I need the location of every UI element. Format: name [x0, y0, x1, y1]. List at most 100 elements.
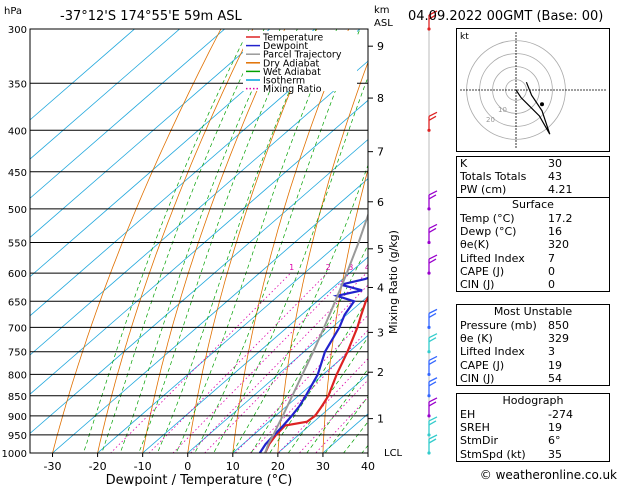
- row-value: 7: [548, 251, 555, 265]
- dry-adiabat-line: [322, 167, 368, 453]
- km-tick-label: 8: [377, 92, 384, 105]
- wind-barb-dot: [427, 414, 431, 418]
- row-value: 16: [548, 225, 562, 239]
- mixing-ratio-label: 10: [419, 263, 429, 272]
- legend-label: Parcel Trajectory: [263, 50, 342, 61]
- wind-barb-flag: [428, 258, 437, 264]
- wind-barb-flag: [428, 223, 438, 230]
- wind-barb-flag: [428, 227, 437, 234]
- row-value: 19: [548, 421, 562, 435]
- isotherm-line: [30, 138, 368, 434]
- isotherm-line: [30, 29, 226, 199]
- wind-barb-dot: [427, 240, 431, 245]
- pressure-tick-label: 300: [8, 25, 27, 36]
- km-label: km: [374, 5, 390, 16]
- wind-barb-flag: [428, 14, 437, 20]
- wind-barb-flag: [428, 333, 438, 339]
- asl-label: ASL: [374, 18, 393, 29]
- wet-adiabat-line: [269, 297, 368, 453]
- pressure-tick-label: 400: [8, 126, 27, 137]
- mixing-ratio-line: [298, 379, 368, 453]
- pressure-tick-label: 650: [8, 297, 27, 308]
- indices-table: K 30 Totals Totals 43 PW (cm) 4.21: [456, 156, 610, 198]
- legend-label: Dewpoint: [263, 41, 308, 52]
- temperature-tick-label: 0: [184, 460, 191, 473]
- isotherm-line: [142, 256, 368, 453]
- x-axis-label: Dewpoint / Temperature (°C): [106, 473, 293, 486]
- row-label: Lifted Index: [460, 345, 525, 359]
- hodograph-trace: [515, 81, 551, 135]
- temperature-tick-label: -10: [134, 460, 152, 473]
- mixing-ratio-label: 1: [289, 263, 294, 272]
- pressure-tick-label: 800: [8, 370, 27, 381]
- table-row: CAPE (J) 0: [457, 265, 609, 278]
- table-row: StmSpd (kt) 35: [457, 448, 609, 461]
- wet-adiabat-line: [194, 29, 361, 453]
- wet-adiabat-line: [231, 163, 368, 453]
- dry-adiabat-line: [187, 29, 318, 453]
- wet-adiabat-line: [157, 29, 317, 453]
- wind-barb-flag: [428, 381, 437, 387]
- wind-barb-flag: [428, 337, 437, 343]
- pressure-tick-label: 600: [8, 269, 27, 280]
- pressure-tick-label: 500: [8, 205, 27, 216]
- wind-barb-flag: [428, 401, 437, 407]
- wind-barb-dot: [427, 271, 431, 275]
- mixing-ratio-line: [249, 329, 368, 453]
- wind-barb-dot: [427, 372, 431, 377]
- pressure-tick-label: 900: [8, 412, 27, 423]
- wind-barb-dot: [427, 433, 431, 437]
- mixing-ratio-line: [277, 358, 368, 453]
- row-value: 54: [548, 371, 562, 385]
- table-row: K 30: [457, 157, 609, 170]
- mixing-ratio-label: 4: [365, 263, 370, 272]
- mixing-ratio-line: [148, 272, 328, 453]
- hodograph-storm-marker: [540, 102, 544, 107]
- row-value: 43: [548, 170, 562, 184]
- table-row: Lifted Index 3: [457, 345, 609, 358]
- most-unstable-table: Most Unstable Pressure (mb) 850 θe (K) 329 L…: [456, 304, 610, 386]
- wind-barb-dot: [427, 350, 431, 354]
- row-value: 35: [548, 447, 562, 461]
- mixing-ratio-label: 8: [407, 263, 412, 272]
- temperature-tick-label: -20: [89, 460, 107, 473]
- datetime-title: 04.09.2022 00GMT (Base: 00): [408, 9, 603, 24]
- wind-barb-flag: [428, 416, 438, 422]
- pressure-tick-label: 450: [8, 168, 27, 179]
- hodograph-params-title: Hodograph: [502, 394, 564, 407]
- wind-barb-flag: [428, 355, 438, 361]
- wind-barb-flag: [428, 10, 438, 16]
- km-tick-label: 5: [377, 243, 384, 256]
- row-value: -274: [548, 408, 573, 421]
- row-label: Dewp (°C): [460, 225, 517, 239]
- pressure-tick-label: 700: [8, 323, 27, 334]
- wind-barb-flag: [428, 359, 437, 365]
- wet-adiabat-line: [119, 29, 281, 453]
- isotherm-line: [51, 178, 368, 453]
- row-value: 320: [548, 238, 569, 252]
- wind-barb-flag: [428, 434, 438, 440]
- row-value: 329: [548, 332, 569, 346]
- temperature-profile: [264, 295, 368, 453]
- row-label: PW (cm): [460, 183, 507, 197]
- legend-label: Temperature: [262, 33, 323, 44]
- wind-barb-flag: [428, 111, 438, 117]
- km-tick-label: 9: [377, 40, 384, 53]
- isotherm-line: [187, 295, 368, 453]
- mixing-ratio-line: [172, 272, 351, 453]
- plot-frame: [29, 28, 369, 454]
- mixing-ratio-label: 5: [378, 263, 383, 272]
- wind-barb-dot: [427, 27, 431, 31]
- km-tick-label: 2: [377, 366, 384, 379]
- dry-adiabat-line: [616, 5, 629, 471]
- isotherm-line: [30, 29, 136, 121]
- pressure-tick-label: 750: [8, 348, 27, 359]
- row-value: 3: [548, 345, 555, 359]
- wind-barb-flag: [428, 397, 438, 403]
- dry-adiabat-line: [97, 29, 254, 453]
- dry-adiabat-line: [277, 61, 368, 453]
- pressure-tick-label: 850: [8, 392, 27, 403]
- wind-barb-flag: [428, 190, 438, 196]
- wind-barb-dot: [427, 451, 431, 455]
- wind-barb-dot: [427, 207, 431, 211]
